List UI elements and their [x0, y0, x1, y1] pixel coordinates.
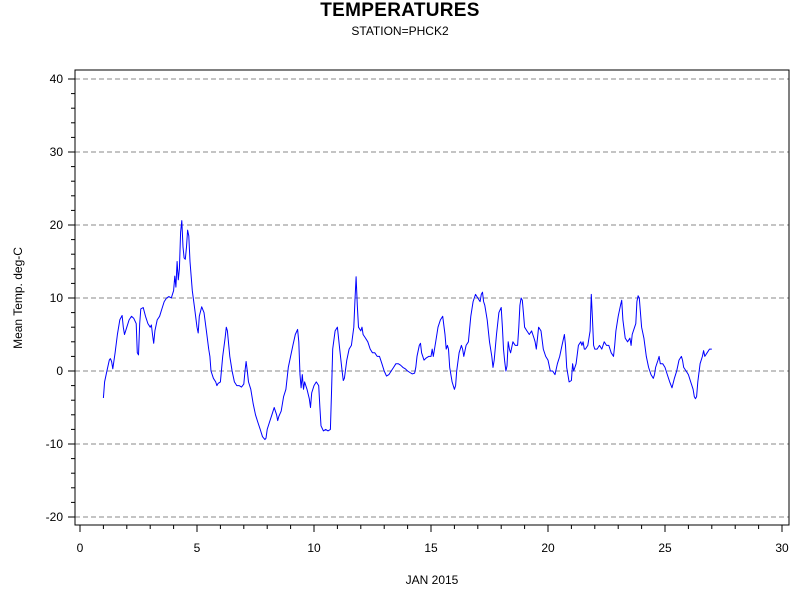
- x-tick-label: 0: [77, 541, 84, 555]
- y-tick-label: 30: [50, 145, 64, 159]
- chart-title: TEMPERATURES: [320, 0, 480, 21]
- x-tick-label: 20: [541, 541, 555, 555]
- x-tick-label: 10: [307, 541, 321, 555]
- y-tick-label: 40: [50, 72, 64, 86]
- y-axis-label: Mean Temp. deg-C: [11, 247, 25, 349]
- x-axis: 0 5 10 15 20 25 30: [77, 525, 789, 555]
- grid-lines: [75, 78, 789, 518]
- x-tick-label: 25: [658, 541, 672, 555]
- y-tick-label: -20: [46, 510, 64, 524]
- y-axis: -20 -10 0 10 20 30 40: [46, 72, 75, 524]
- x-axis-label: JAN 2015: [406, 573, 459, 587]
- x-tick-label: 5: [194, 541, 201, 555]
- series-line: [102, 220, 712, 441]
- y-tick-label: 10: [50, 291, 64, 305]
- chart-subtitle: STATION=PHCK2: [351, 24, 449, 38]
- series-layer: [102, 220, 712, 441]
- y-tick-label: 0: [56, 364, 63, 378]
- y-tick-label: -10: [46, 437, 64, 451]
- x-tick-label: 15: [424, 541, 438, 555]
- x-tick-label: 30: [775, 541, 789, 555]
- y-tick-label: 20: [50, 218, 64, 232]
